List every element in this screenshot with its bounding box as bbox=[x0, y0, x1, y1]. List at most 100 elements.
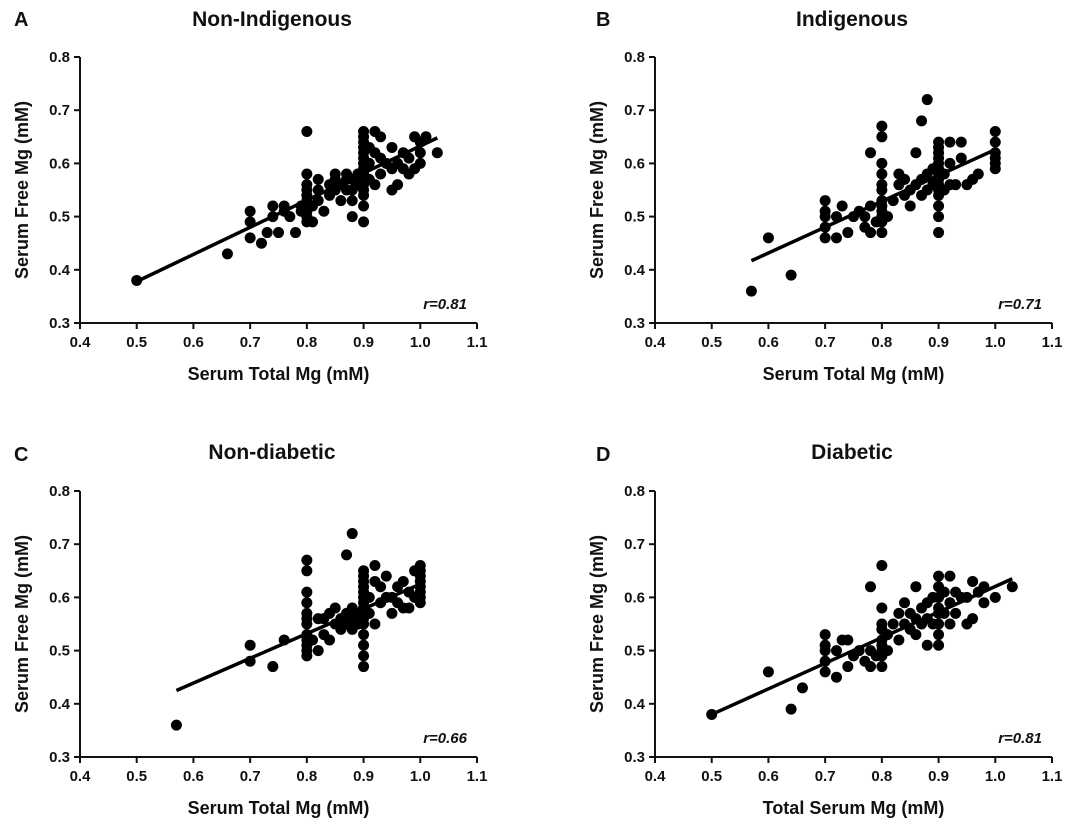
x-tick-label: 0.5 bbox=[701, 334, 722, 351]
data-point bbox=[358, 650, 370, 662]
x-tick-label: 0.5 bbox=[701, 768, 722, 785]
data-point bbox=[842, 227, 854, 239]
y-tick-label: 0.4 bbox=[49, 696, 71, 713]
data-point bbox=[910, 629, 922, 641]
x-tick-label: 0.4 bbox=[70, 334, 92, 351]
y-tick-label: 0.7 bbox=[49, 536, 70, 553]
data-point bbox=[329, 168, 341, 180]
x-tick-label: 1.1 bbox=[467, 334, 488, 351]
y-tick-label: 0.3 bbox=[49, 315, 70, 332]
data-point bbox=[882, 211, 894, 223]
data-point bbox=[989, 136, 1001, 148]
y-tick-label: 0.6 bbox=[49, 155, 70, 172]
data-point bbox=[865, 581, 877, 593]
data-point bbox=[386, 607, 398, 619]
data-point bbox=[876, 131, 888, 143]
data-point bbox=[414, 147, 426, 159]
data-point bbox=[899, 597, 911, 609]
y-axis-label: Serum Free Mg (mM) bbox=[12, 535, 32, 713]
data-point bbox=[944, 157, 956, 169]
data-point bbox=[967, 575, 979, 587]
y-axis-label: Serum Free Mg (mM) bbox=[12, 101, 32, 279]
data-point bbox=[836, 200, 848, 212]
data-point bbox=[414, 157, 426, 169]
x-tick-label: 0.8 bbox=[871, 768, 892, 785]
data-point bbox=[301, 607, 313, 619]
data-point bbox=[312, 173, 324, 185]
x-tick-label: 0.7 bbox=[240, 334, 261, 351]
data-point bbox=[307, 634, 319, 646]
x-tick-label: 0.7 bbox=[240, 768, 261, 785]
data-point bbox=[830, 671, 842, 683]
data-point bbox=[375, 168, 387, 180]
y-tick-label: 0.6 bbox=[624, 589, 645, 606]
data-point bbox=[273, 227, 284, 239]
data-point bbox=[933, 639, 945, 651]
data-point bbox=[785, 269, 797, 281]
y-tick-label: 0.7 bbox=[624, 536, 645, 553]
data-point bbox=[916, 115, 928, 127]
x-tick-label: 0.5 bbox=[126, 768, 147, 785]
data-point bbox=[244, 205, 256, 217]
y-tick-label: 0.3 bbox=[49, 749, 70, 766]
data-point bbox=[933, 227, 945, 239]
data-point bbox=[375, 131, 387, 143]
y-tick-label: 0.5 bbox=[49, 643, 70, 660]
data-point bbox=[335, 195, 347, 207]
data-point bbox=[431, 147, 443, 159]
data-point bbox=[255, 237, 267, 249]
data-point bbox=[414, 559, 426, 571]
x-tick-label: 0.8 bbox=[296, 334, 317, 351]
regression-line bbox=[750, 147, 997, 263]
data-point bbox=[284, 211, 296, 223]
y-tick-label: 0.8 bbox=[624, 483, 645, 500]
y-tick-label: 0.6 bbox=[624, 155, 645, 172]
chart-title: Non-Indigenous bbox=[192, 8, 352, 31]
y-tick-label: 0.6 bbox=[49, 589, 70, 606]
regression-line bbox=[135, 136, 439, 284]
data-point bbox=[933, 136, 945, 148]
data-point bbox=[876, 661, 888, 673]
data-point bbox=[375, 581, 387, 593]
data-point bbox=[341, 549, 353, 561]
regression-line bbox=[710, 577, 1014, 717]
x-tick-label: 0.8 bbox=[871, 334, 892, 351]
x-axis-label: Serum Total Mg (mM) bbox=[763, 364, 945, 384]
panel-letter: C bbox=[14, 444, 28, 466]
data-point bbox=[893, 634, 905, 646]
x-tick-label: 0.6 bbox=[183, 334, 204, 351]
y-tick-label: 0.4 bbox=[49, 262, 71, 279]
x-tick-label: 0.6 bbox=[758, 334, 779, 351]
data-point bbox=[324, 634, 336, 646]
data-point bbox=[950, 179, 962, 191]
data-point bbox=[307, 216, 319, 228]
data-point bbox=[933, 200, 945, 212]
data-point bbox=[904, 200, 916, 212]
data-point bbox=[346, 195, 358, 207]
data-point bbox=[938, 586, 950, 598]
y-tick-label: 0.3 bbox=[624, 749, 645, 766]
data-point bbox=[796, 682, 808, 694]
chart-title: Diabetic bbox=[811, 441, 893, 464]
y-tick-label: 0.5 bbox=[624, 209, 645, 226]
data-point bbox=[346, 211, 358, 223]
x-tick-label: 1.0 bbox=[410, 334, 431, 351]
y-tick-label: 0.8 bbox=[49, 49, 70, 66]
data-point bbox=[301, 597, 313, 609]
data-point bbox=[392, 179, 404, 191]
data-point bbox=[955, 152, 967, 164]
data-point bbox=[944, 570, 956, 582]
data-point bbox=[301, 586, 313, 598]
data-point bbox=[221, 248, 233, 260]
data-point bbox=[882, 645, 894, 657]
data-point bbox=[301, 125, 313, 137]
x-tick-label: 1.0 bbox=[985, 334, 1006, 351]
data-point bbox=[762, 232, 774, 244]
data-point bbox=[876, 618, 888, 630]
y-tick-label: 0.5 bbox=[49, 209, 70, 226]
data-point bbox=[403, 602, 415, 614]
data-point bbox=[762, 666, 774, 678]
